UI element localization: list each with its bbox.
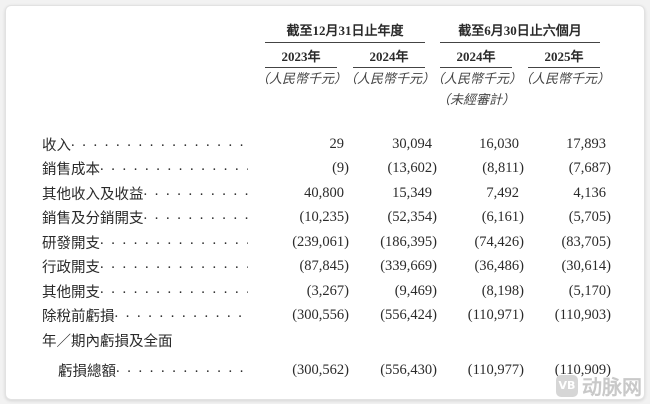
row-label: 虧損總額 [42, 360, 248, 381]
table-row: 研發開支 (239,061) (186,395) (74,426) (83,705) [42, 232, 611, 253]
group-header-year: 截至12月31日止年度 [265, 20, 425, 43]
cell-value: (5,170) [568, 282, 611, 299]
row-label: 其他收入及收益 [42, 183, 248, 204]
col-unit-3: （人民幣千元） [431, 71, 523, 86]
leader-dots [144, 183, 249, 204]
cell-value: (9) [332, 159, 349, 176]
row-label-text: 銷售成本 [42, 161, 100, 178]
cell-value: (239,061) [292, 233, 349, 250]
row-label: 年／期內虧損及全面 [42, 330, 248, 351]
financial-table-card [5, 5, 645, 400]
cell-value: 40,800 [304, 184, 344, 201]
row-label: 其他開支 [42, 281, 248, 302]
table-row: 行政開支 (87,845) (339,669) (36,486) (30,614) [42, 256, 611, 277]
row-label-text: 收入 [42, 137, 71, 154]
cell-value: (87,845) [299, 257, 349, 274]
cell-value: (556,430) [380, 361, 437, 378]
col-unit-2: （人民幣千元） [344, 71, 436, 86]
row-label-text: 除稅前虧損 [42, 308, 115, 325]
table-row: 銷售及分銷開支 (10,235) (52,354) (6,161) (5,705) [42, 207, 611, 228]
cell-value: (74,426) [474, 233, 524, 250]
leader-dots [100, 232, 248, 253]
row-label-text: 虧損總額 [58, 363, 116, 380]
col-unaudited-note: （未經審計） [436, 92, 515, 107]
cell-value: (83,705) [561, 233, 611, 250]
col-year-2: 2024年 [353, 46, 425, 68]
table-row: 收入 29 30,094 16,030 17,893 [42, 134, 606, 155]
table-row: 其他收入及收益 40,800 15,349 7,492 4,136 [42, 183, 606, 204]
leader-dots [100, 256, 248, 277]
cell-value: 7,492 [486, 184, 519, 201]
watermark-text: 动脉网 [582, 375, 642, 399]
cell-value: (556,424) [380, 306, 437, 323]
cell-value: 29 [329, 135, 345, 152]
cell-value: (5,705) [568, 208, 611, 225]
group-header-half: 截至6月30日止六個月 [440, 20, 600, 43]
cell-value: 16,030 [479, 135, 519, 152]
row-label: 除稅前虧損 [42, 305, 248, 326]
cell-value: 15,349 [392, 184, 432, 201]
row-label: 行政開支 [42, 256, 248, 277]
cell-value: (110,903) [554, 306, 611, 323]
leader-dots [115, 305, 249, 326]
cell-value: (36,486) [474, 257, 524, 274]
row-label: 銷售成本 [42, 158, 248, 179]
cell-value: (300,556) [292, 306, 349, 323]
row-label: 銷售及分銷開支 [42, 207, 248, 228]
cell-value: (110,909) [554, 361, 611, 378]
leader-dots [100, 281, 248, 302]
table-row: 其他開支 (3,267) (9,469) (8,198) (5,170) [42, 281, 611, 302]
table-row: 銷售成本 (9) (13,602) (8,811) (7,687) [42, 158, 611, 179]
cell-value: (10,235) [299, 208, 349, 225]
cell-value: (110,971) [467, 306, 524, 323]
cell-value: (6,161) [481, 208, 524, 225]
cell-value: (110,977) [467, 361, 524, 378]
cell-value: (52,354) [387, 208, 437, 225]
row-label-text: 研發開支 [42, 235, 100, 252]
cell-value: (8,198) [481, 282, 524, 299]
cell-value: 4,136 [573, 184, 606, 201]
cell-value: (7,687) [568, 159, 611, 176]
cell-value: (339,669) [380, 257, 437, 274]
table-row: 虧損總額 (300,562) (556,430) (110,977) (110,909) [42, 360, 611, 381]
row-label: 研發開支 [42, 232, 248, 253]
cell-value: (186,395) [380, 233, 437, 250]
cell-value: (3,267) [306, 282, 349, 299]
row-label-text: 年／期內虧損及全面 [42, 333, 173, 350]
row-label-text: 行政開支 [42, 259, 100, 276]
row-label-text: 其他收入及收益 [42, 186, 144, 203]
watermark: VB 动脉网 [556, 371, 642, 400]
col-unit-4: （人民幣千元） [519, 71, 611, 86]
col-unit-1: （人民幣千元） [256, 71, 348, 86]
row-label: 收入 [42, 134, 248, 155]
table-row: 年／期內虧損及全面 [42, 330, 248, 350]
col-year-3: 2024年 [440, 46, 512, 68]
cell-value: (13,602) [387, 159, 437, 176]
cell-value: (9,469) [394, 282, 437, 299]
table-row: 除稅前虧損 (300,556) (556,424) (110,971) (110,903… [42, 305, 611, 326]
leader-dots [100, 158, 248, 179]
col-year-4: 2025年 [528, 46, 600, 68]
row-label-text: 其他開支 [42, 284, 100, 301]
cell-value: (30,614) [561, 257, 611, 274]
leader-dots [71, 134, 248, 155]
col-year-1: 2023年 [265, 46, 337, 68]
cell-value: 17,893 [566, 135, 606, 152]
leader-dots [116, 360, 248, 381]
row-label-text: 銷售及分銷開支 [42, 210, 144, 227]
leader-dots [144, 207, 249, 228]
cell-value: (8,811) [482, 159, 524, 176]
cell-value: 30,094 [392, 135, 432, 152]
watermark-logo-icon: VB [556, 374, 578, 397]
cell-value: (300,562) [292, 361, 349, 378]
